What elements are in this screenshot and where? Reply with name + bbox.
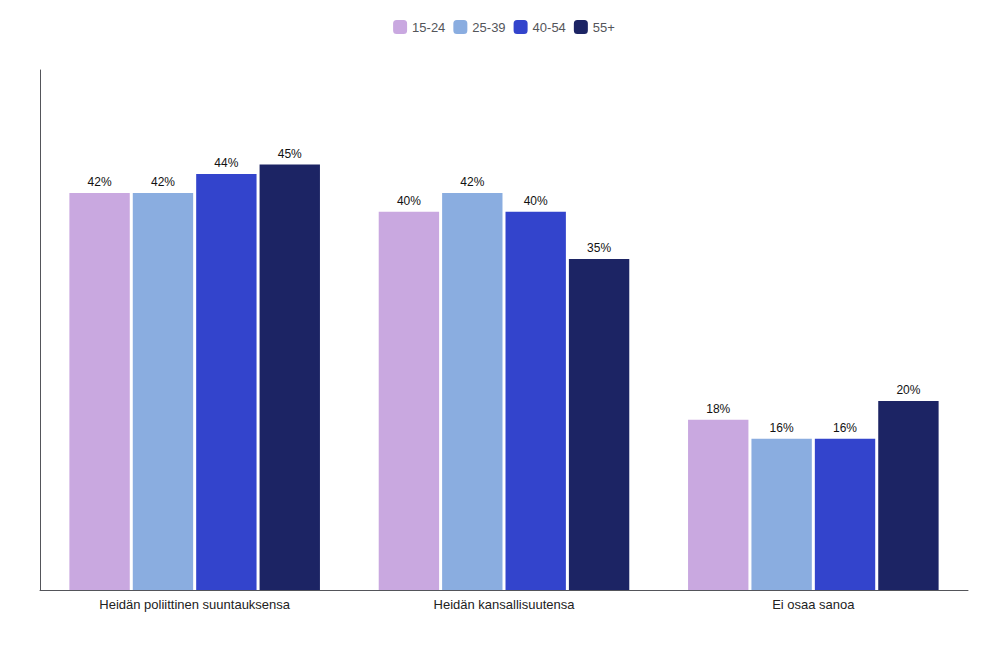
- svg-text:35%: 35%: [587, 241, 611, 255]
- svg-text:55+: 55+: [593, 20, 615, 35]
- svg-text:42%: 42%: [460, 175, 484, 189]
- svg-text:15-24: 15-24: [412, 20, 445, 35]
- svg-text:18%: 18%: [706, 402, 730, 416]
- svg-text:42%: 42%: [88, 175, 112, 189]
- svg-text:20%: 20%: [896, 383, 920, 397]
- svg-text:16%: 16%: [770, 421, 794, 435]
- svg-text:44%: 44%: [214, 156, 238, 170]
- svg-text:40%: 40%: [524, 194, 548, 208]
- svg-text:40%: 40%: [397, 194, 421, 208]
- svg-text:Ei osaa sanoa: Ei osaa sanoa: [772, 597, 855, 612]
- svg-text:42%: 42%: [151, 175, 175, 189]
- svg-text:25-39: 25-39: [472, 20, 505, 35]
- svg-text:Heidän kansallisuutensa: Heidän kansallisuutensa: [434, 597, 576, 612]
- svg-text:40-54: 40-54: [533, 20, 566, 35]
- svg-text:Heidän poliittinen suuntauksen: Heidän poliittinen suuntauksensa: [99, 597, 291, 612]
- svg-text:45%: 45%: [278, 147, 302, 161]
- svg-text:16%: 16%: [833, 421, 857, 435]
